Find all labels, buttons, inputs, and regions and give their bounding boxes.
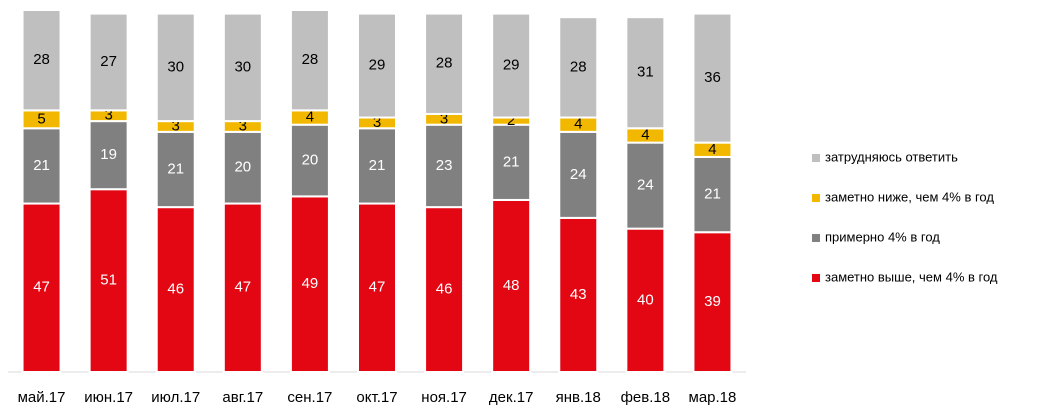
bar-segment (289, 195, 330, 373)
data-label: 23 (436, 157, 453, 174)
x-tick-label: дек.17 (489, 389, 534, 406)
data-label: 3 (440, 110, 448, 127)
bar-segment (289, 9, 330, 112)
bar-segment (625, 16, 666, 130)
data-label: 27 (100, 53, 117, 70)
data-label: 24 (637, 177, 654, 194)
x-tick-label: сен.17 (287, 389, 332, 406)
bar-segment (692, 12, 733, 144)
data-label: 3 (172, 117, 180, 134)
bar-segment (222, 202, 263, 373)
legend-swatch (812, 154, 820, 162)
legend-label: заметно выше, чем 4% в год (825, 269, 998, 284)
bar-segment (357, 202, 397, 373)
x-tick-label: ноя.17 (421, 389, 467, 406)
bar-segment (692, 155, 733, 234)
data-label: 21 (33, 157, 50, 174)
data-label: 51 (100, 272, 117, 289)
legend-label: затрудняюсь ответить (825, 149, 958, 164)
x-tick-label: фев.18 (621, 389, 671, 406)
data-label: 49 (302, 275, 319, 292)
data-label: 21 (704, 186, 721, 203)
data-label: 46 (167, 281, 184, 298)
bar-segment (21, 127, 62, 205)
x-tick-label: авг.17 (222, 389, 263, 406)
legend-swatch (812, 274, 820, 282)
data-label: 39 (704, 293, 721, 310)
data-label: 36 (704, 69, 721, 86)
data-label: 20 (302, 152, 319, 169)
data-label: 3 (239, 117, 247, 134)
data-label: 43 (570, 286, 587, 303)
data-label: 48 (503, 277, 520, 294)
bar-segment (21, 202, 62, 373)
data-label: 46 (436, 281, 453, 298)
data-label: 40 (637, 291, 654, 308)
data-label: 3 (373, 114, 381, 131)
bar-segment (88, 120, 129, 191)
legend-swatch (812, 234, 820, 242)
bar-segment (155, 12, 196, 123)
bar-segment (155, 130, 196, 209)
data-label: 29 (369, 57, 386, 74)
data-label: 28 (302, 51, 319, 68)
data-label: 4 (306, 108, 314, 125)
data-label: 28 (33, 51, 50, 68)
bar-segment (88, 188, 129, 373)
bar-segment (222, 12, 263, 123)
data-label: 21 (503, 153, 520, 170)
data-label: 20 (234, 159, 251, 176)
data-label: 47 (33, 279, 50, 296)
x-tick-label: июл.17 (151, 389, 200, 406)
data-label: 2 (507, 112, 515, 129)
data-label: 30 (234, 58, 251, 75)
bar-segment (491, 12, 532, 119)
data-label: 24 (570, 166, 587, 183)
bar-segment (491, 123, 532, 201)
data-label: 21 (369, 157, 386, 174)
bar-segment (424, 12, 465, 115)
bar-segment (558, 216, 599, 373)
x-tick-label: янв.18 (556, 389, 601, 406)
data-label: 4 (641, 126, 649, 143)
data-label: 47 (234, 279, 251, 296)
bar-segment (357, 12, 397, 119)
x-tick-label: май.17 (18, 389, 66, 406)
bar-segment (88, 12, 129, 112)
bar-segment (155, 206, 196, 373)
legend-swatch (812, 194, 820, 202)
x-tick-label: июн.17 (84, 389, 133, 406)
legend-label: примерно 4% в год (825, 229, 940, 244)
data-label: 28 (436, 55, 453, 72)
data-label: 28 (570, 58, 587, 75)
bar-segment (21, 9, 62, 112)
x-tick-label: мар.18 (689, 389, 737, 406)
data-label: 5 (37, 110, 45, 127)
data-label: 29 (503, 57, 520, 74)
bar-segment (424, 206, 465, 373)
data-label: 21 (167, 160, 184, 177)
data-label: 30 (167, 58, 184, 75)
bar-segment (357, 127, 397, 205)
data-label: 19 (100, 146, 117, 163)
legend-label: заметно ниже, чем 4% в год (825, 189, 994, 204)
data-label: 3 (104, 107, 112, 124)
bar-segment (222, 130, 263, 205)
data-label: 4 (708, 141, 716, 158)
x-tick-label: окт.17 (356, 389, 397, 406)
data-label: 31 (637, 64, 654, 81)
bar-segment (558, 16, 599, 119)
data-label: 47 (369, 279, 386, 296)
data-label: 4 (574, 116, 582, 133)
